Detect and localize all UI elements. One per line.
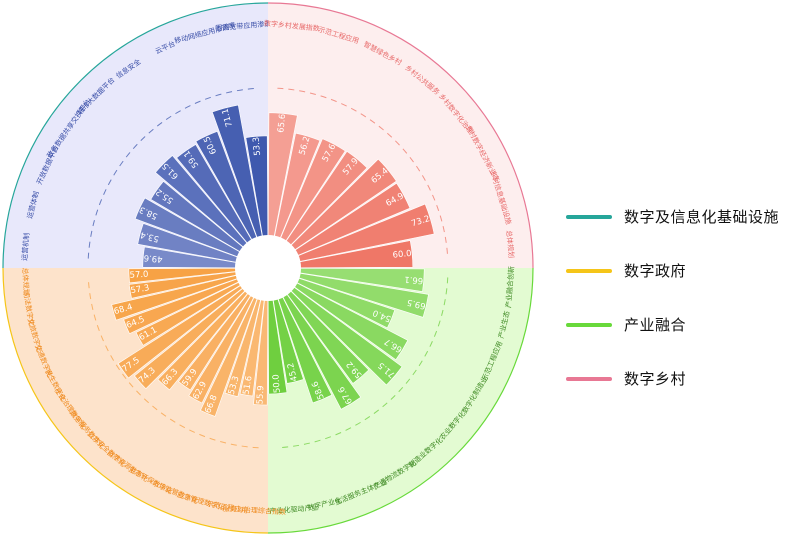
value-label: 57.0 [129,270,148,281]
quadrant-2: 66.1 产业融合创新69.5产业生态54.0示范工程应用66.7数字化制造业71… [255,266,534,534]
legend-swatch [566,322,612,327]
reference-arc [87,87,259,259]
value-label: 69.5 [406,297,427,311]
quadrant-background [3,268,268,533]
legend-label: 产业融合 [624,316,687,334]
reference-arc [87,277,259,449]
category-label: 产业融合创新 [504,266,516,309]
legend: 数字及信息化基础设施 数字政府 产业融合 数字乡村 [566,203,779,419]
value-label: 50.0 [271,374,282,394]
value-label: 53.4 [139,229,160,244]
reference-arc [277,87,449,259]
value-label: 57.3 [130,283,150,296]
category-label: 服务与治理综合指数 [223,504,286,517]
value-label: 60.0 [392,249,412,261]
value-label: 66.1 [404,274,424,285]
legend-item-village[interactable]: 数字乡村 [566,365,779,392]
legend-label: 数字政府 [624,262,687,280]
quadrant-ring [2,2,269,269]
value-label: 49.6 [143,252,163,264]
quadrant-1: 65.6数字乡村发展指数56.2示范工程应用57.6智慧绿色乡村57.9乡村公共… [264,2,534,269]
category-label: 总体规划 [21,267,32,295]
legend-swatch [566,376,612,381]
legend-swatch [566,268,612,273]
quadrant-3: 55.9服务与治理综合指数51.6示范工程应用53.3应急管理数字化66.8市场… [2,267,286,534]
legend-swatch [566,214,612,219]
quadrant-ring [2,267,269,534]
legend-label: 数字及信息化基础设施 [624,208,780,226]
center-hole [235,235,301,301]
legend-item-infrastructure[interactable]: 数字及信息化基础设施 [566,203,779,230]
quadrant-background [268,3,533,268]
value-label: 51.6 [242,375,255,395]
value-label: 65.6 [276,113,288,133]
reference-arc [277,277,449,449]
quadrant-background [268,268,533,533]
legend-item-government[interactable]: 数字政府 [566,257,779,284]
quadrant-ring [267,2,534,269]
legend-label: 数字乡村 [624,370,687,388]
quadrant-ring [267,267,534,534]
legend-item-industry[interactable]: 产业融合 [566,311,779,338]
value-label: 45.2 [286,362,300,383]
category-label: 运营机制 [20,232,31,261]
value-label: 53.3 [252,136,264,156]
category-label: 总体规划 [504,230,516,259]
value-label: 71.1 [220,107,235,128]
value-label: 55.9 [255,385,266,404]
